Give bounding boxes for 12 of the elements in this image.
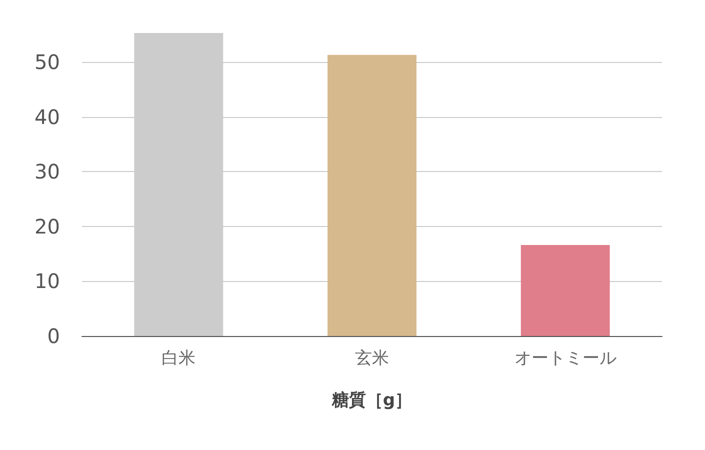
- bar: [520, 245, 610, 336]
- x-tick-label: オートミール: [514, 348, 616, 368]
- x-axis-title: 糖質［g］: [330, 390, 412, 410]
- y-tick-label: 40: [34, 104, 60, 129]
- y-tick-label: 0: [47, 324, 60, 348]
- bar: [328, 54, 416, 336]
- y-tick-label: 20: [34, 214, 60, 238]
- y-tick-label: 10: [34, 269, 60, 294]
- y-tick-label: 50: [34, 50, 60, 74]
- x-tick-label: 白米: [162, 348, 196, 368]
- x-tick-label: 玄米: [355, 348, 389, 368]
- y-tick-label: 30: [34, 160, 60, 184]
